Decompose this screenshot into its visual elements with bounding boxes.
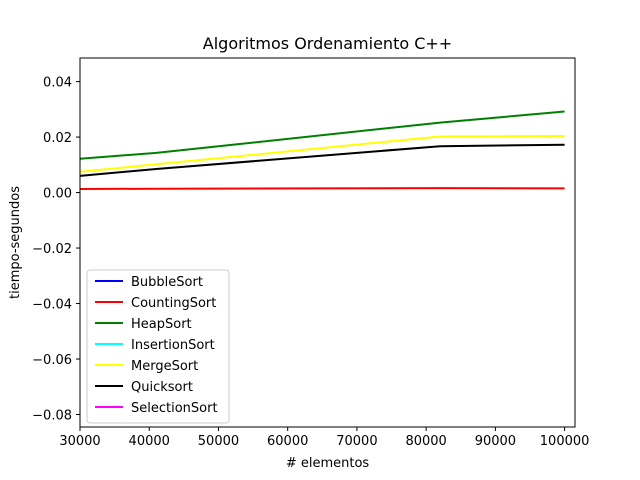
y-tick-label: 0.00	[43, 187, 72, 202]
y-tick-label: −0.06	[32, 353, 72, 368]
y-axis: 0.04 0.02 0.00 −0.02 −0.04 −0.06 −0.08	[32, 76, 80, 424]
x-tick-label: 30000	[59, 434, 100, 449]
x-tick-label: 60000	[267, 434, 308, 449]
series-layer	[79, 110, 565, 190]
y-tick-label: 0.02	[43, 131, 72, 146]
x-tick-label: 40000	[129, 434, 170, 449]
legend-label: MergeSort	[131, 359, 198, 374]
legend-label: SelectionSort	[131, 401, 218, 416]
series-line-countingsort	[79, 187, 565, 190]
legend-label: CountingSort	[131, 296, 216, 311]
y-tick-label: −0.02	[32, 242, 72, 257]
x-tick-label: 50000	[198, 434, 239, 449]
series-line-quicksort	[79, 143, 565, 177]
legend-label: BubbleSort	[131, 275, 203, 290]
y-tick-label: −0.08	[32, 409, 72, 424]
series-line-heapsort	[79, 110, 565, 160]
y-tick-label: 0.04	[43, 76, 72, 91]
x-tick-label: 70000	[336, 434, 377, 449]
plot-area-frame	[79, 57, 576, 428]
series-line-mergesort	[79, 135, 565, 173]
x-tick-label: 100000	[540, 434, 590, 449]
x-axis-label: # elementos	[286, 456, 370, 471]
legend-label: Quicksort	[131, 380, 193, 395]
x-tick-label: 90000	[475, 434, 516, 449]
legend-label: InsertionSort	[131, 338, 215, 353]
x-axis: 30000 40000 50000 60000 70000 80000 90000 10000…	[59, 427, 589, 449]
y-axis-label: tiempo-segundos	[8, 186, 23, 299]
chart-title: Algoritmos Ordenamiento C++	[203, 34, 452, 53]
x-tick-label: 80000	[405, 434, 446, 449]
y-tick-label: −0.04	[32, 298, 72, 313]
legend-box	[86, 269, 230, 424]
legend-label: HeapSort	[131, 317, 192, 332]
legend: BubbleSort CountingSort HeapSort InsertionS…	[86, 269, 230, 424]
